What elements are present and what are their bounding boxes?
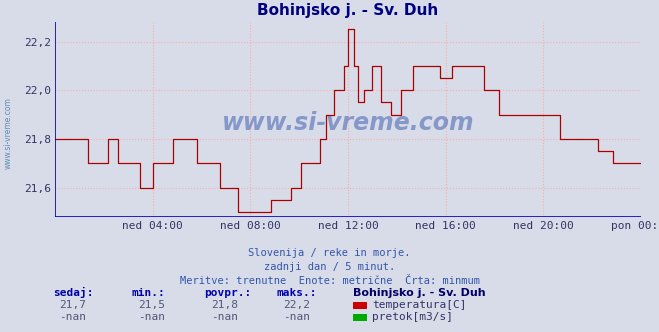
Text: 21,8: 21,8 <box>211 300 238 310</box>
Text: -nan: -nan <box>138 312 165 322</box>
Text: www.si-vreme.com: www.si-vreme.com <box>221 112 474 135</box>
Text: maks.:: maks.: <box>277 288 317 298</box>
Text: zadnji dan / 5 minut.: zadnji dan / 5 minut. <box>264 262 395 272</box>
Title: Bohinjsko j. - Sv. Duh: Bohinjsko j. - Sv. Duh <box>258 3 439 18</box>
Text: povpr.:: povpr.: <box>204 288 252 298</box>
Text: Bohinjsko j. - Sv. Duh: Bohinjsko j. - Sv. Duh <box>353 288 485 298</box>
Text: Slovenija / reke in morje.: Slovenija / reke in morje. <box>248 248 411 258</box>
Text: pretok[m3/s]: pretok[m3/s] <box>372 312 453 322</box>
Text: -nan: -nan <box>211 312 238 322</box>
Text: www.si-vreme.com: www.si-vreme.com <box>3 97 13 169</box>
Text: min.:: min.: <box>132 288 165 298</box>
Text: -nan: -nan <box>59 312 86 322</box>
Text: -nan: -nan <box>283 312 310 322</box>
Text: 21,5: 21,5 <box>138 300 165 310</box>
Text: temperatura[C]: temperatura[C] <box>372 300 467 310</box>
Text: 21,7: 21,7 <box>59 300 86 310</box>
Text: 22,2: 22,2 <box>283 300 310 310</box>
Text: sedaj:: sedaj: <box>53 287 93 298</box>
Text: Meritve: trenutne  Enote: metrične  Črta: minmum: Meritve: trenutne Enote: metrične Črta: … <box>179 276 480 286</box>
